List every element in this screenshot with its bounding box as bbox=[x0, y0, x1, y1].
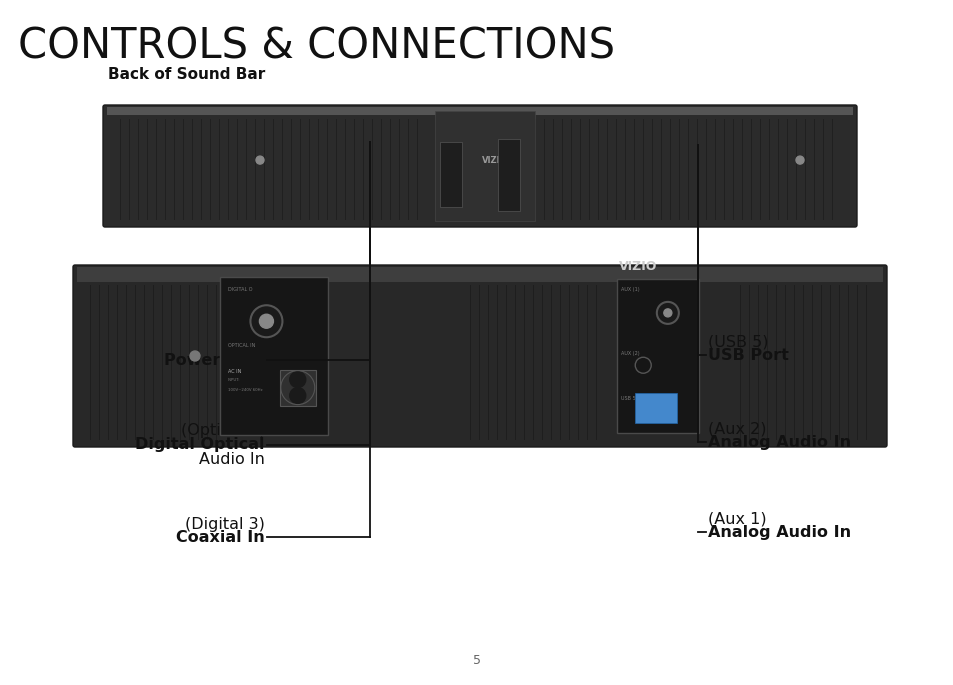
Text: Audio In: Audio In bbox=[199, 451, 265, 466]
Bar bbox=[497, 139, 519, 211]
Text: DIGITAL O: DIGITAL O bbox=[228, 287, 253, 292]
Bar bbox=[279, 370, 315, 406]
Text: OPTICAL IN: OPTICAL IN bbox=[228, 343, 255, 348]
Circle shape bbox=[251, 306, 282, 337]
Circle shape bbox=[290, 371, 306, 388]
Text: 5: 5 bbox=[473, 654, 480, 667]
Text: (Aux 2): (Aux 2) bbox=[707, 421, 765, 436]
Text: Back of Sound Bar: Back of Sound Bar bbox=[108, 67, 265, 82]
Text: Coaxial In: Coaxial In bbox=[176, 530, 265, 545]
Text: USB 5: USB 5 bbox=[620, 396, 635, 401]
Text: Digital Optical: Digital Optical bbox=[135, 438, 265, 453]
Circle shape bbox=[795, 156, 803, 164]
Text: VIZIO: VIZIO bbox=[618, 260, 657, 273]
Circle shape bbox=[259, 314, 274, 328]
Text: AUX (2): AUX (2) bbox=[620, 351, 639, 356]
FancyBboxPatch shape bbox=[73, 265, 886, 447]
Circle shape bbox=[190, 351, 200, 361]
Text: INPUT:: INPUT: bbox=[228, 378, 240, 382]
Circle shape bbox=[663, 309, 671, 317]
Bar bbox=[220, 277, 328, 435]
Circle shape bbox=[255, 156, 264, 164]
Text: (Aux 1): (Aux 1) bbox=[707, 512, 766, 527]
Text: Analog Audio In: Analog Audio In bbox=[707, 434, 850, 449]
Bar bbox=[107, 107, 852, 115]
Text: (Optical 4): (Optical 4) bbox=[180, 423, 265, 438]
Text: 100V~240V 60Hz: 100V~240V 60Hz bbox=[228, 388, 262, 392]
Text: Analog Audio In: Analog Audio In bbox=[707, 525, 850, 540]
Text: VIZIO: VIZIO bbox=[481, 155, 507, 164]
Bar bbox=[77, 267, 882, 282]
Bar bbox=[435, 111, 535, 221]
Bar bbox=[635, 393, 677, 423]
Text: Power Port: Power Port bbox=[164, 353, 265, 367]
Bar bbox=[439, 142, 461, 207]
Bar bbox=[617, 279, 699, 433]
Text: AUX (1): AUX (1) bbox=[620, 287, 639, 292]
Text: AC IN: AC IN bbox=[228, 369, 241, 373]
Text: (Digital 3): (Digital 3) bbox=[185, 516, 265, 532]
Circle shape bbox=[290, 388, 306, 403]
Circle shape bbox=[657, 302, 679, 324]
Text: CONTROLS & CONNECTIONS: CONTROLS & CONNECTIONS bbox=[18, 25, 615, 67]
FancyBboxPatch shape bbox=[103, 105, 856, 227]
Text: USB Port: USB Port bbox=[707, 347, 788, 362]
Text: (USB 5): (USB 5) bbox=[707, 334, 768, 349]
